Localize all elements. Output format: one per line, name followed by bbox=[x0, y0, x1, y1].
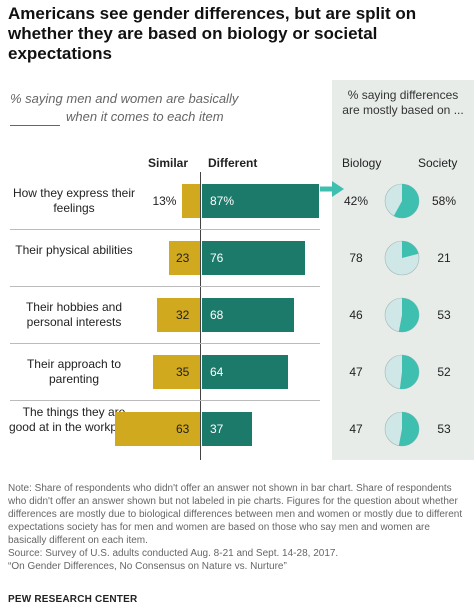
society-pct-label: 53 bbox=[437, 308, 451, 322]
attribution-pie bbox=[384, 354, 420, 390]
row-divider bbox=[10, 286, 320, 287]
category-label: Their hobbies and personal interests bbox=[25, 300, 123, 329]
zero-axis-line bbox=[200, 172, 201, 460]
attribution-pie bbox=[384, 240, 420, 276]
different-value-label: 64 bbox=[210, 365, 224, 379]
society-pct-label: 52 bbox=[437, 365, 451, 379]
biology-pct-label: 42% bbox=[343, 194, 369, 208]
pie-society-slice bbox=[402, 241, 419, 258]
society-pct-label: 53 bbox=[437, 422, 451, 436]
different-bar bbox=[202, 241, 305, 275]
col-header-society: Society bbox=[418, 156, 458, 170]
chart-notes: Note: Share of respondents who didn't of… bbox=[8, 482, 468, 573]
different-bar bbox=[202, 298, 294, 332]
different-value-label: 76 bbox=[210, 251, 224, 265]
biology-pct-label: 47 bbox=[349, 365, 363, 379]
attribution-pie bbox=[384, 297, 420, 333]
similar-bar bbox=[182, 184, 200, 218]
row-divider bbox=[10, 343, 320, 344]
source-text: Source: Survey of U.S. adults conducted … bbox=[8, 548, 339, 559]
different-value-label: 87% bbox=[210, 194, 235, 208]
report-title: “On Gender Differences, No Consensus on … bbox=[8, 561, 287, 572]
biology-pct-label: 78 bbox=[349, 251, 363, 265]
similar-value-label: 23 bbox=[176, 251, 190, 265]
subtitle-line-1: % saying men and women are basically bbox=[10, 91, 239, 106]
category-label: How they express their feelings bbox=[12, 186, 136, 215]
category-label: Their approach to parenting bbox=[26, 357, 122, 386]
similar-value-label: 13% bbox=[152, 194, 177, 208]
pie-society-slice bbox=[398, 412, 419, 446]
attribution-pie bbox=[384, 183, 420, 219]
note-text: Note: Share of respondents who didn't of… bbox=[8, 483, 463, 546]
pie-society-slice bbox=[398, 298, 419, 332]
different-value-label: 68 bbox=[210, 308, 224, 322]
different-bar bbox=[202, 412, 252, 446]
subtitle-blank bbox=[10, 113, 60, 126]
chart-title: Americans see gender differences, but ar… bbox=[8, 4, 417, 63]
different-bar bbox=[202, 355, 289, 389]
society-pct-label: 58% bbox=[431, 194, 457, 208]
arrow-icon bbox=[320, 181, 344, 197]
category-label: Their physical abilities bbox=[15, 243, 133, 257]
similar-value-label: 35 bbox=[176, 365, 190, 379]
biology-pct-label: 47 bbox=[349, 422, 363, 436]
subtitle-line-2: when it comes to each item bbox=[66, 109, 224, 124]
similar-value-label: 32 bbox=[176, 308, 190, 322]
attribution-pie bbox=[384, 411, 420, 447]
society-pct-label: 21 bbox=[437, 251, 451, 265]
different-value-label: 37 bbox=[210, 422, 224, 436]
chart-subtitle: % saying men and women are basically whe… bbox=[10, 90, 310, 126]
similar-bar bbox=[152, 355, 200, 389]
biology-pct-label: 46 bbox=[349, 308, 363, 322]
similar-bar bbox=[168, 241, 200, 275]
similar-bar bbox=[114, 412, 200, 446]
different-bar bbox=[202, 184, 320, 218]
panel-header: % saying differences are mostly based on… bbox=[342, 88, 464, 117]
col-header-different: Different bbox=[208, 156, 258, 170]
pie-society-slice bbox=[399, 355, 419, 389]
row-divider bbox=[10, 400, 320, 401]
col-header-biology: Biology bbox=[342, 156, 382, 170]
similar-bar bbox=[156, 298, 200, 332]
footer-credit: PEW RESEARCH CENTER bbox=[8, 594, 138, 605]
pie-society-slice bbox=[393, 184, 419, 218]
category-label: The things they are good at in the workp… bbox=[8, 405, 140, 434]
row-divider bbox=[10, 229, 320, 230]
col-header-similar: Similar bbox=[148, 156, 189, 170]
similar-value-label: 63 bbox=[176, 422, 190, 436]
